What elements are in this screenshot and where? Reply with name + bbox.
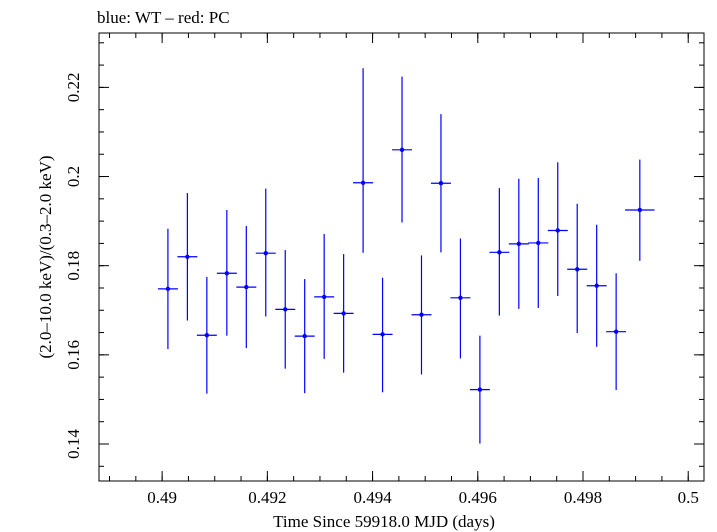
data-marker [594,283,599,288]
y-tick-label: 0.18 [64,251,83,281]
data-point [528,177,549,309]
data-point [606,273,627,391]
data-point [430,114,451,253]
data-marker [224,271,230,276]
data-point [489,188,510,316]
data-point [236,226,257,349]
data-point [196,276,217,394]
data-marker [399,147,405,152]
data-marker [380,332,385,337]
y-tick-label: 0.22 [64,73,83,103]
data-marker [321,294,327,300]
data-marker [263,251,268,256]
data-point [333,254,354,373]
data-marker [575,267,580,272]
data-marker [637,207,643,213]
data-point [508,178,529,309]
x-tick-label: 0.49 [147,488,177,507]
data-marker [516,241,522,247]
data-point [567,203,588,334]
data-marker [497,250,502,255]
data-marker [165,286,171,292]
chart-title: blue: WT – red: PC [97,8,230,27]
data-marker [283,307,288,312]
data-marker [419,312,424,317]
data-marker [302,333,307,339]
data-point [177,193,198,321]
data-point [275,250,296,369]
data-marker [360,180,366,185]
plot-frame [98,32,705,482]
data-point [469,335,490,444]
data-point [625,159,655,261]
data-point [372,277,393,393]
x-tick-label: 0.5 [678,488,699,507]
x-tick-label: 0.496 [459,488,497,507]
data-point [353,68,374,253]
data-point [586,224,607,347]
data-marker [185,254,190,259]
data-point [411,255,432,375]
y-tick-label: 0.2 [64,166,83,187]
data-marker [458,295,463,300]
data-marker [204,333,210,338]
data-marker [536,240,541,246]
data-point [314,234,335,359]
data-point [294,279,315,394]
data-point [255,188,276,317]
data-marker [613,329,619,334]
data-marker [477,387,483,392]
x-tick-label: 0.492 [248,488,286,507]
data-point [450,238,471,359]
x-axis: 0.49 0.492 0.494 0.496 0.498 0.5 [109,33,699,507]
y-tick-label: 0.14 [64,429,83,459]
data-point [547,162,568,297]
data-point [392,76,413,223]
data-marker [244,284,249,290]
data-marker [341,311,346,316]
data-point [216,209,237,336]
y-axis-label: (2.0–10.0 keV)/(0.3–2.0 keV) [36,155,55,358]
data-series-wt [157,68,655,444]
data-marker [438,181,444,186]
data-marker [555,228,560,233]
y-axis: 0.14 0.16 0.18 0.2 0.22 [64,42,704,467]
x-tick-label: 0.498 [564,488,602,507]
x-axis-label: Time Since 59918.0 MJD (days) [273,512,495,531]
y-tick-label: 0.16 [64,340,83,370]
x-tick-label: 0.494 [353,488,392,507]
data-point [157,228,178,350]
